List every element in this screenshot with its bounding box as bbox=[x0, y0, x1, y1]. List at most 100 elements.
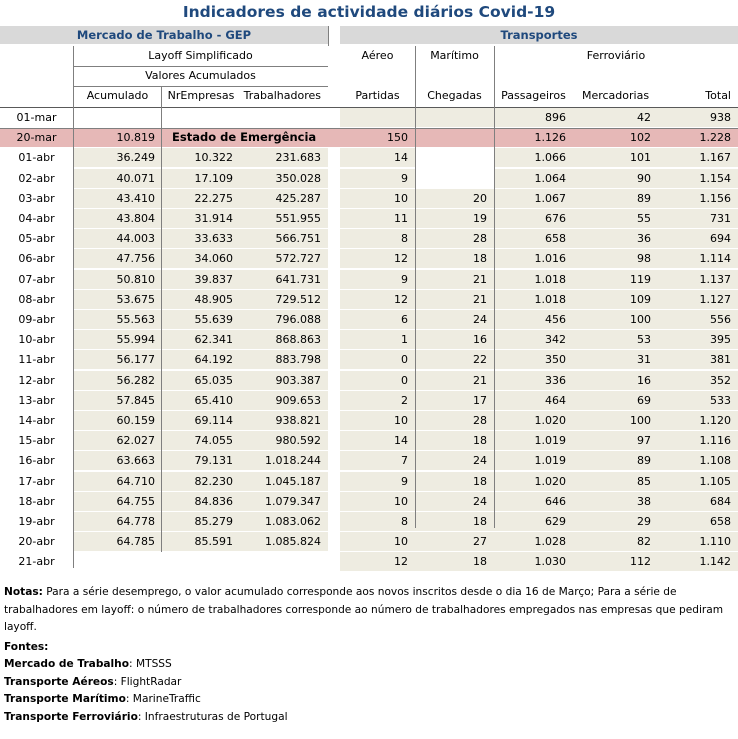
layoff-header: Layoff Simplificado bbox=[148, 49, 253, 62]
col-mercadorias-header: Mercadorias bbox=[581, 89, 650, 102]
table-cell: 36 bbox=[573, 229, 658, 249]
table-cell bbox=[162, 108, 240, 127]
row-date: 09-abr bbox=[18, 313, 55, 326]
table-cell: 395 bbox=[658, 330, 738, 350]
row-date: 13-abr bbox=[18, 393, 55, 407]
table-cell: 10 bbox=[340, 411, 415, 430]
table-cell: 572.727 bbox=[240, 249, 328, 269]
row-date: 10-abr bbox=[18, 333, 55, 347]
table-cell: 89 bbox=[573, 188, 658, 208]
vline-air bbox=[415, 46, 416, 528]
table-cell: 17 bbox=[415, 390, 494, 410]
table-cell: 336 bbox=[494, 370, 573, 390]
table-cell: 100 bbox=[573, 411, 658, 430]
col-trabalhadores-header: Trabalhadores bbox=[243, 89, 321, 102]
table-cell: 1.016 bbox=[494, 249, 573, 269]
table-cell: 9 bbox=[340, 269, 415, 289]
table-cell: 57.845 bbox=[73, 390, 162, 410]
row-date: 18-abr bbox=[18, 494, 55, 508]
table-cell: 62.341 bbox=[162, 330, 240, 350]
table-cell bbox=[162, 552, 240, 571]
table-cell: 1.167 bbox=[658, 148, 738, 168]
table-cell: 12 bbox=[340, 249, 415, 269]
table-cell: 64.778 bbox=[73, 512, 162, 531]
table-cell: 1.137 bbox=[658, 269, 738, 289]
table-cell: 896 bbox=[494, 108, 573, 127]
table-cell: 1.228 bbox=[699, 131, 732, 145]
notes-section: Notas: Para a série desemprego, o valor … bbox=[4, 584, 732, 726]
header-rule-layoff bbox=[73, 66, 328, 67]
table-cell: 2 bbox=[340, 390, 415, 410]
table-cell: 729.512 bbox=[240, 289, 328, 309]
table-cell: 22 bbox=[415, 350, 494, 370]
table-cell: 352 bbox=[658, 370, 738, 390]
row-date: 07-abr bbox=[18, 272, 55, 286]
table-cell: 21 bbox=[415, 289, 494, 309]
table-cell: 98 bbox=[573, 249, 658, 269]
table-cell: 425.287 bbox=[240, 188, 328, 208]
table-cell: 909.653 bbox=[240, 390, 328, 410]
table-cell: 64.785 bbox=[73, 532, 162, 552]
table-cell: 43.410 bbox=[73, 188, 162, 208]
table-cell: 56.177 bbox=[73, 350, 162, 370]
table-cell: 1.154 bbox=[658, 168, 738, 188]
table-cell: 53 bbox=[573, 330, 658, 350]
row-date: 01-abr bbox=[18, 151, 55, 165]
table-cell bbox=[73, 552, 162, 571]
table-cell: 8 bbox=[340, 512, 415, 531]
table-cell: 1.120 bbox=[658, 411, 738, 430]
row-date: 11-abr bbox=[18, 353, 55, 367]
table-cell: 19 bbox=[415, 209, 494, 228]
source-air: Transporte Aéreos: FlightRadar bbox=[4, 675, 182, 688]
table-cell: 658 bbox=[658, 512, 738, 531]
table-cell: 63.663 bbox=[73, 451, 162, 471]
table-cell bbox=[240, 552, 328, 571]
table-cell: 18 bbox=[415, 512, 494, 531]
table-cell: 109 bbox=[573, 289, 658, 309]
table-cell: 1.067 bbox=[494, 188, 573, 208]
table-cell: 350 bbox=[494, 350, 573, 370]
row-date: 17-abr bbox=[18, 474, 55, 488]
row-date: 08-abr bbox=[18, 292, 55, 306]
row-date: 19-abr bbox=[18, 515, 55, 528]
table-cell: 1.142 bbox=[658, 552, 738, 572]
table-cell: 65.035 bbox=[162, 370, 240, 390]
emergency-row-band bbox=[0, 128, 738, 148]
table-cell: 53.675 bbox=[73, 289, 162, 309]
table-cell: 21 bbox=[415, 370, 494, 390]
table-cell: 48.905 bbox=[162, 289, 240, 309]
row-date: 01-mar bbox=[16, 111, 57, 124]
table-cell: 646 bbox=[494, 491, 573, 511]
table-cell: 69.114 bbox=[162, 411, 240, 430]
table-cell: 97 bbox=[573, 431, 658, 451]
row-date: 12-abr bbox=[18, 373, 55, 387]
table-cell: 82.230 bbox=[162, 471, 240, 491]
table-cell: 50.810 bbox=[73, 269, 162, 289]
table-cell: 11 bbox=[340, 209, 415, 228]
table-cell: 55.563 bbox=[73, 310, 162, 329]
table-cell: 381 bbox=[658, 350, 738, 370]
table-cell: 85.591 bbox=[162, 532, 240, 552]
table-cell: 16 bbox=[415, 330, 494, 350]
table-cell: 883.798 bbox=[240, 350, 328, 370]
row-date: 05-abr bbox=[18, 232, 55, 246]
table-cell: 1.018 bbox=[494, 269, 573, 289]
table-cell: 60.159 bbox=[73, 411, 162, 430]
table-cell: 456 bbox=[494, 310, 573, 329]
table-cell: 1.066 bbox=[494, 148, 573, 168]
table-cell: 9 bbox=[340, 471, 415, 491]
table-cell: 1.085.824 bbox=[240, 532, 328, 552]
row-date: 14-abr bbox=[18, 414, 55, 427]
table-cell: 551.955 bbox=[240, 209, 328, 228]
table-cell: 69 bbox=[573, 390, 658, 410]
table-cell: 8 bbox=[340, 229, 415, 249]
page-title: Indicadores de actividade diários Covid-… bbox=[182, 3, 556, 21]
row-date: 21-abr bbox=[18, 555, 55, 569]
table-cell: 36.249 bbox=[73, 148, 162, 168]
table-cell: 18 bbox=[415, 431, 494, 451]
table-cell: 24 bbox=[415, 451, 494, 471]
table-cell: 55.639 bbox=[162, 310, 240, 329]
table-cell: 1.079.347 bbox=[240, 491, 328, 511]
col-acumulado-header: Acumulado bbox=[86, 89, 149, 102]
rail-header: Ferroviário bbox=[586, 49, 646, 62]
